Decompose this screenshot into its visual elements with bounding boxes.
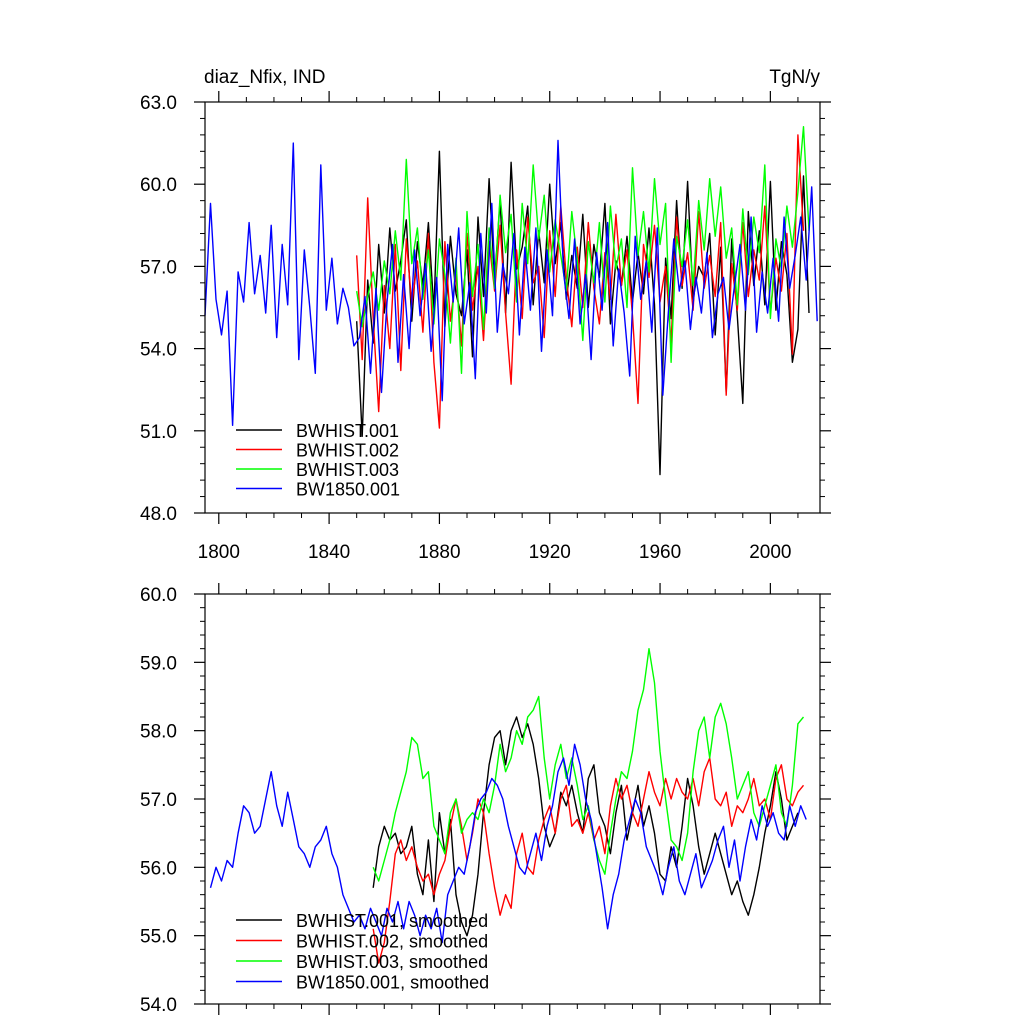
legend-label-3: BW1850.001 — [296, 480, 400, 500]
legend-label-2: BWHIST.003 — [296, 460, 399, 480]
y-tick-label: 54.0 — [140, 340, 177, 361]
y-tick-label: 56.0 — [140, 858, 177, 879]
legend-label-3: BW1850.001, smoothed — [296, 973, 489, 993]
x-tick-label: 1960 — [639, 542, 681, 563]
y-tick-label: 60.0 — [140, 585, 177, 606]
y-tick-label: 63.0 — [140, 93, 177, 114]
y-tick-label: 60.0 — [140, 175, 177, 196]
y-tick-label: 55.0 — [140, 927, 177, 948]
top-panel: diaz_Nfix, IND TgN/y 48.0 51.0 54.0 57.0 60.… — [140, 67, 831, 563]
series-line-1-2 — [372, 648, 805, 882]
x-tick-label: 1840 — [308, 542, 350, 563]
legend-label-0: BWHIST.001 — [296, 421, 399, 441]
series-line-1-1 — [372, 757, 805, 964]
y-tick-label: 57.0 — [140, 790, 177, 811]
legend-label-2: BWHIST.003, smoothed — [296, 952, 488, 972]
series-line-0-2 — [356, 125, 810, 374]
units-label: TgN/y — [769, 67, 820, 88]
series-line-0-3 — [204, 139, 818, 426]
y-tick-label: 59.0 — [140, 653, 177, 674]
plot-frame — [204, 101, 821, 514]
legend-label-0: BWHIST.001, smoothed — [296, 911, 488, 931]
legend-label-1: BWHIST.002, smoothed — [296, 932, 488, 952]
x-tick-label: 1880 — [418, 542, 460, 563]
y-tick-label: 48.0 — [140, 504, 177, 525]
y-tick-label: 58.0 — [140, 722, 177, 743]
legend-label-1: BWHIST.002 — [296, 441, 399, 461]
x-tick-label: 1920 — [529, 542, 571, 563]
y-tick-label: 51.0 — [140, 422, 177, 443]
series-line-1-0 — [372, 716, 799, 937]
y-tick-label: 54.0 — [140, 995, 177, 1016]
chart-title: diaz_Nfix, IND — [204, 67, 325, 88]
x-tick-label: 2000 — [749, 542, 791, 563]
y-tick-label: 57.0 — [140, 257, 177, 278]
x-tick-label: 1800 — [198, 542, 240, 563]
series-line-1-3 — [209, 743, 807, 944]
series-line-0-0 — [356, 150, 810, 476]
bottom-panel: 54.0 55.0 56.0 57.0 58.0 59.0 60.0 BWHIST.001, … — [140, 583, 831, 1016]
